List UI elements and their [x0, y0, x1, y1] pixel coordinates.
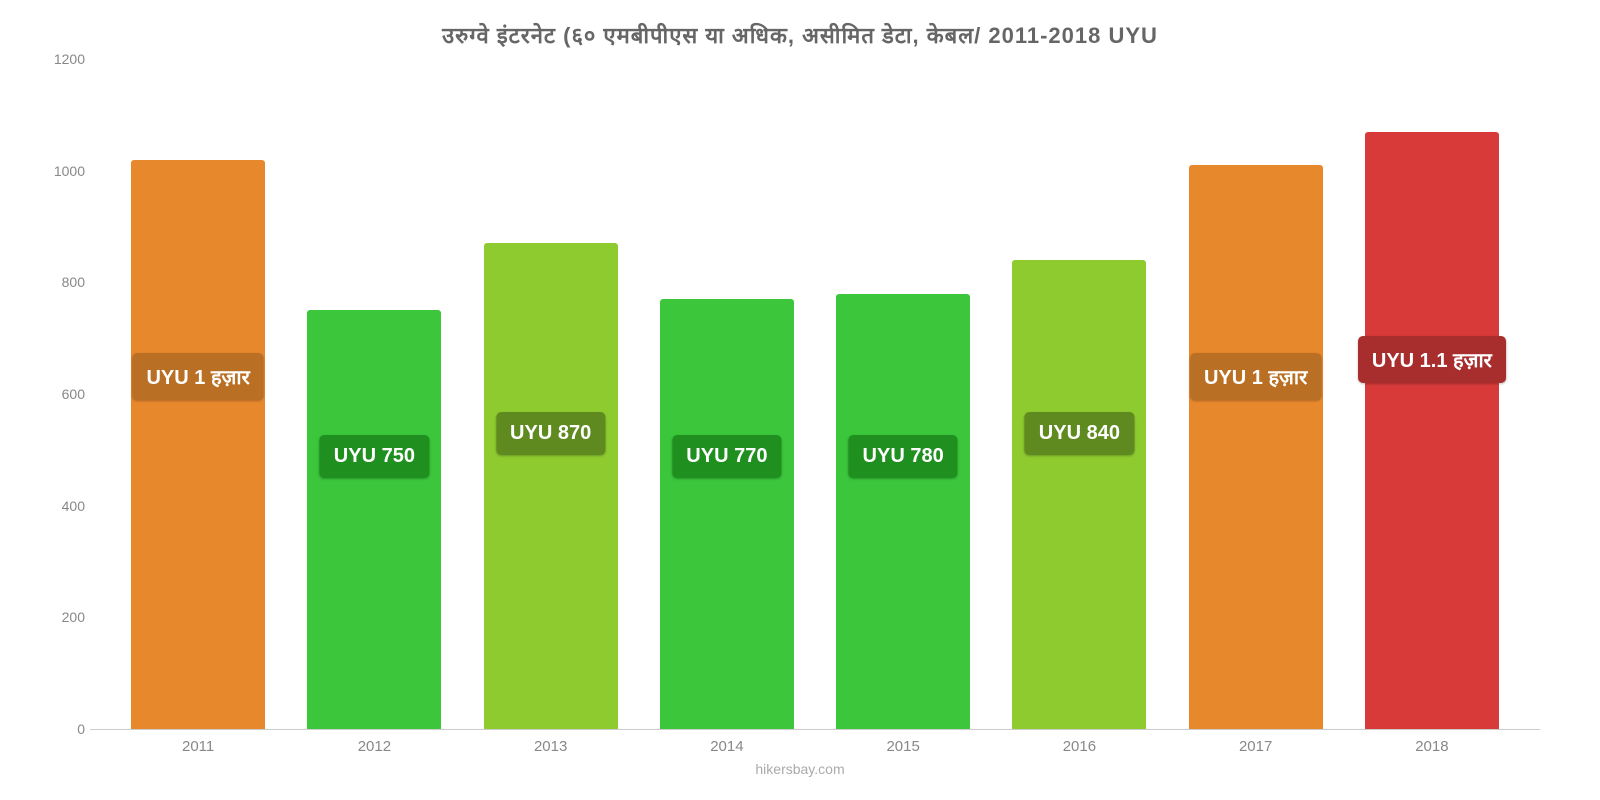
value-badge: UYU 1.1 हज़ार: [1358, 336, 1506, 383]
bar-slot: UYU 870: [463, 60, 639, 729]
bars-container: UYU 1 हज़ार UYU 750 UYU 870 UYU 770 UYU 780 U…: [90, 60, 1540, 729]
value-badge: UYU 780: [849, 435, 958, 478]
bar-slot: UYU 780: [815, 60, 991, 729]
chart-title: उरुग्वे इंटरनेट (६० एमबीपीएस या अधिक, अस…: [40, 20, 1560, 50]
bar: [1189, 165, 1323, 729]
y-tick-label: 400: [40, 498, 85, 514]
value-badge: UYU 770: [672, 435, 781, 478]
y-tick-label: 600: [40, 386, 85, 402]
bar-slot: UYU 840: [991, 60, 1167, 729]
x-tick-label: 2015: [815, 738, 991, 755]
bar: [307, 310, 441, 729]
bar-chart: उरुग्वे इंटरनेट (६० एमबीपीएस या अधिक, अस…: [40, 20, 1560, 780]
bar-slot: UYU 1 हज़ार: [110, 60, 286, 729]
bar: [660, 299, 794, 729]
x-tick-label: 2017: [1168, 738, 1344, 755]
bar: [1012, 260, 1146, 729]
plot-area: UYU 1 हज़ार UYU 750 UYU 870 UYU 770 UYU 780 U…: [90, 60, 1540, 730]
y-tick-label: 200: [40, 609, 85, 625]
bar-slot: UYU 750: [286, 60, 462, 729]
value-badge: UYU 1 हज़ार: [132, 353, 263, 400]
bar: [131, 160, 265, 730]
y-tick-label: 1000: [40, 163, 85, 179]
value-badge: UYU 870: [496, 412, 605, 455]
x-tick-label: 2014: [639, 738, 815, 755]
value-badge: UYU 750: [320, 435, 429, 478]
x-tick-label: 2013: [463, 738, 639, 755]
x-tick-label: 2011: [110, 738, 286, 755]
bar-slot: UYU 770: [639, 60, 815, 729]
bar: [1365, 132, 1499, 729]
value-badge: UYU 1 हज़ार: [1190, 353, 1321, 400]
bar: [836, 294, 970, 730]
bar: [484, 243, 618, 729]
bar-slot: UYU 1 हज़ार: [1168, 60, 1344, 729]
x-tick-label: 2018: [1344, 738, 1520, 755]
y-tick-label: 800: [40, 274, 85, 290]
x-tick-label: 2012: [286, 738, 462, 755]
y-tick-label: 0: [40, 721, 85, 737]
bar-slot: UYU 1.1 हज़ार: [1344, 60, 1520, 729]
value-badge: UYU 840: [1025, 412, 1134, 455]
source-label: hikersbay.com: [40, 761, 1560, 777]
x-axis-labels: 20112012201320142015201620172018: [90, 730, 1540, 755]
x-tick-label: 2016: [991, 738, 1167, 755]
y-tick-label: 1200: [40, 51, 85, 67]
